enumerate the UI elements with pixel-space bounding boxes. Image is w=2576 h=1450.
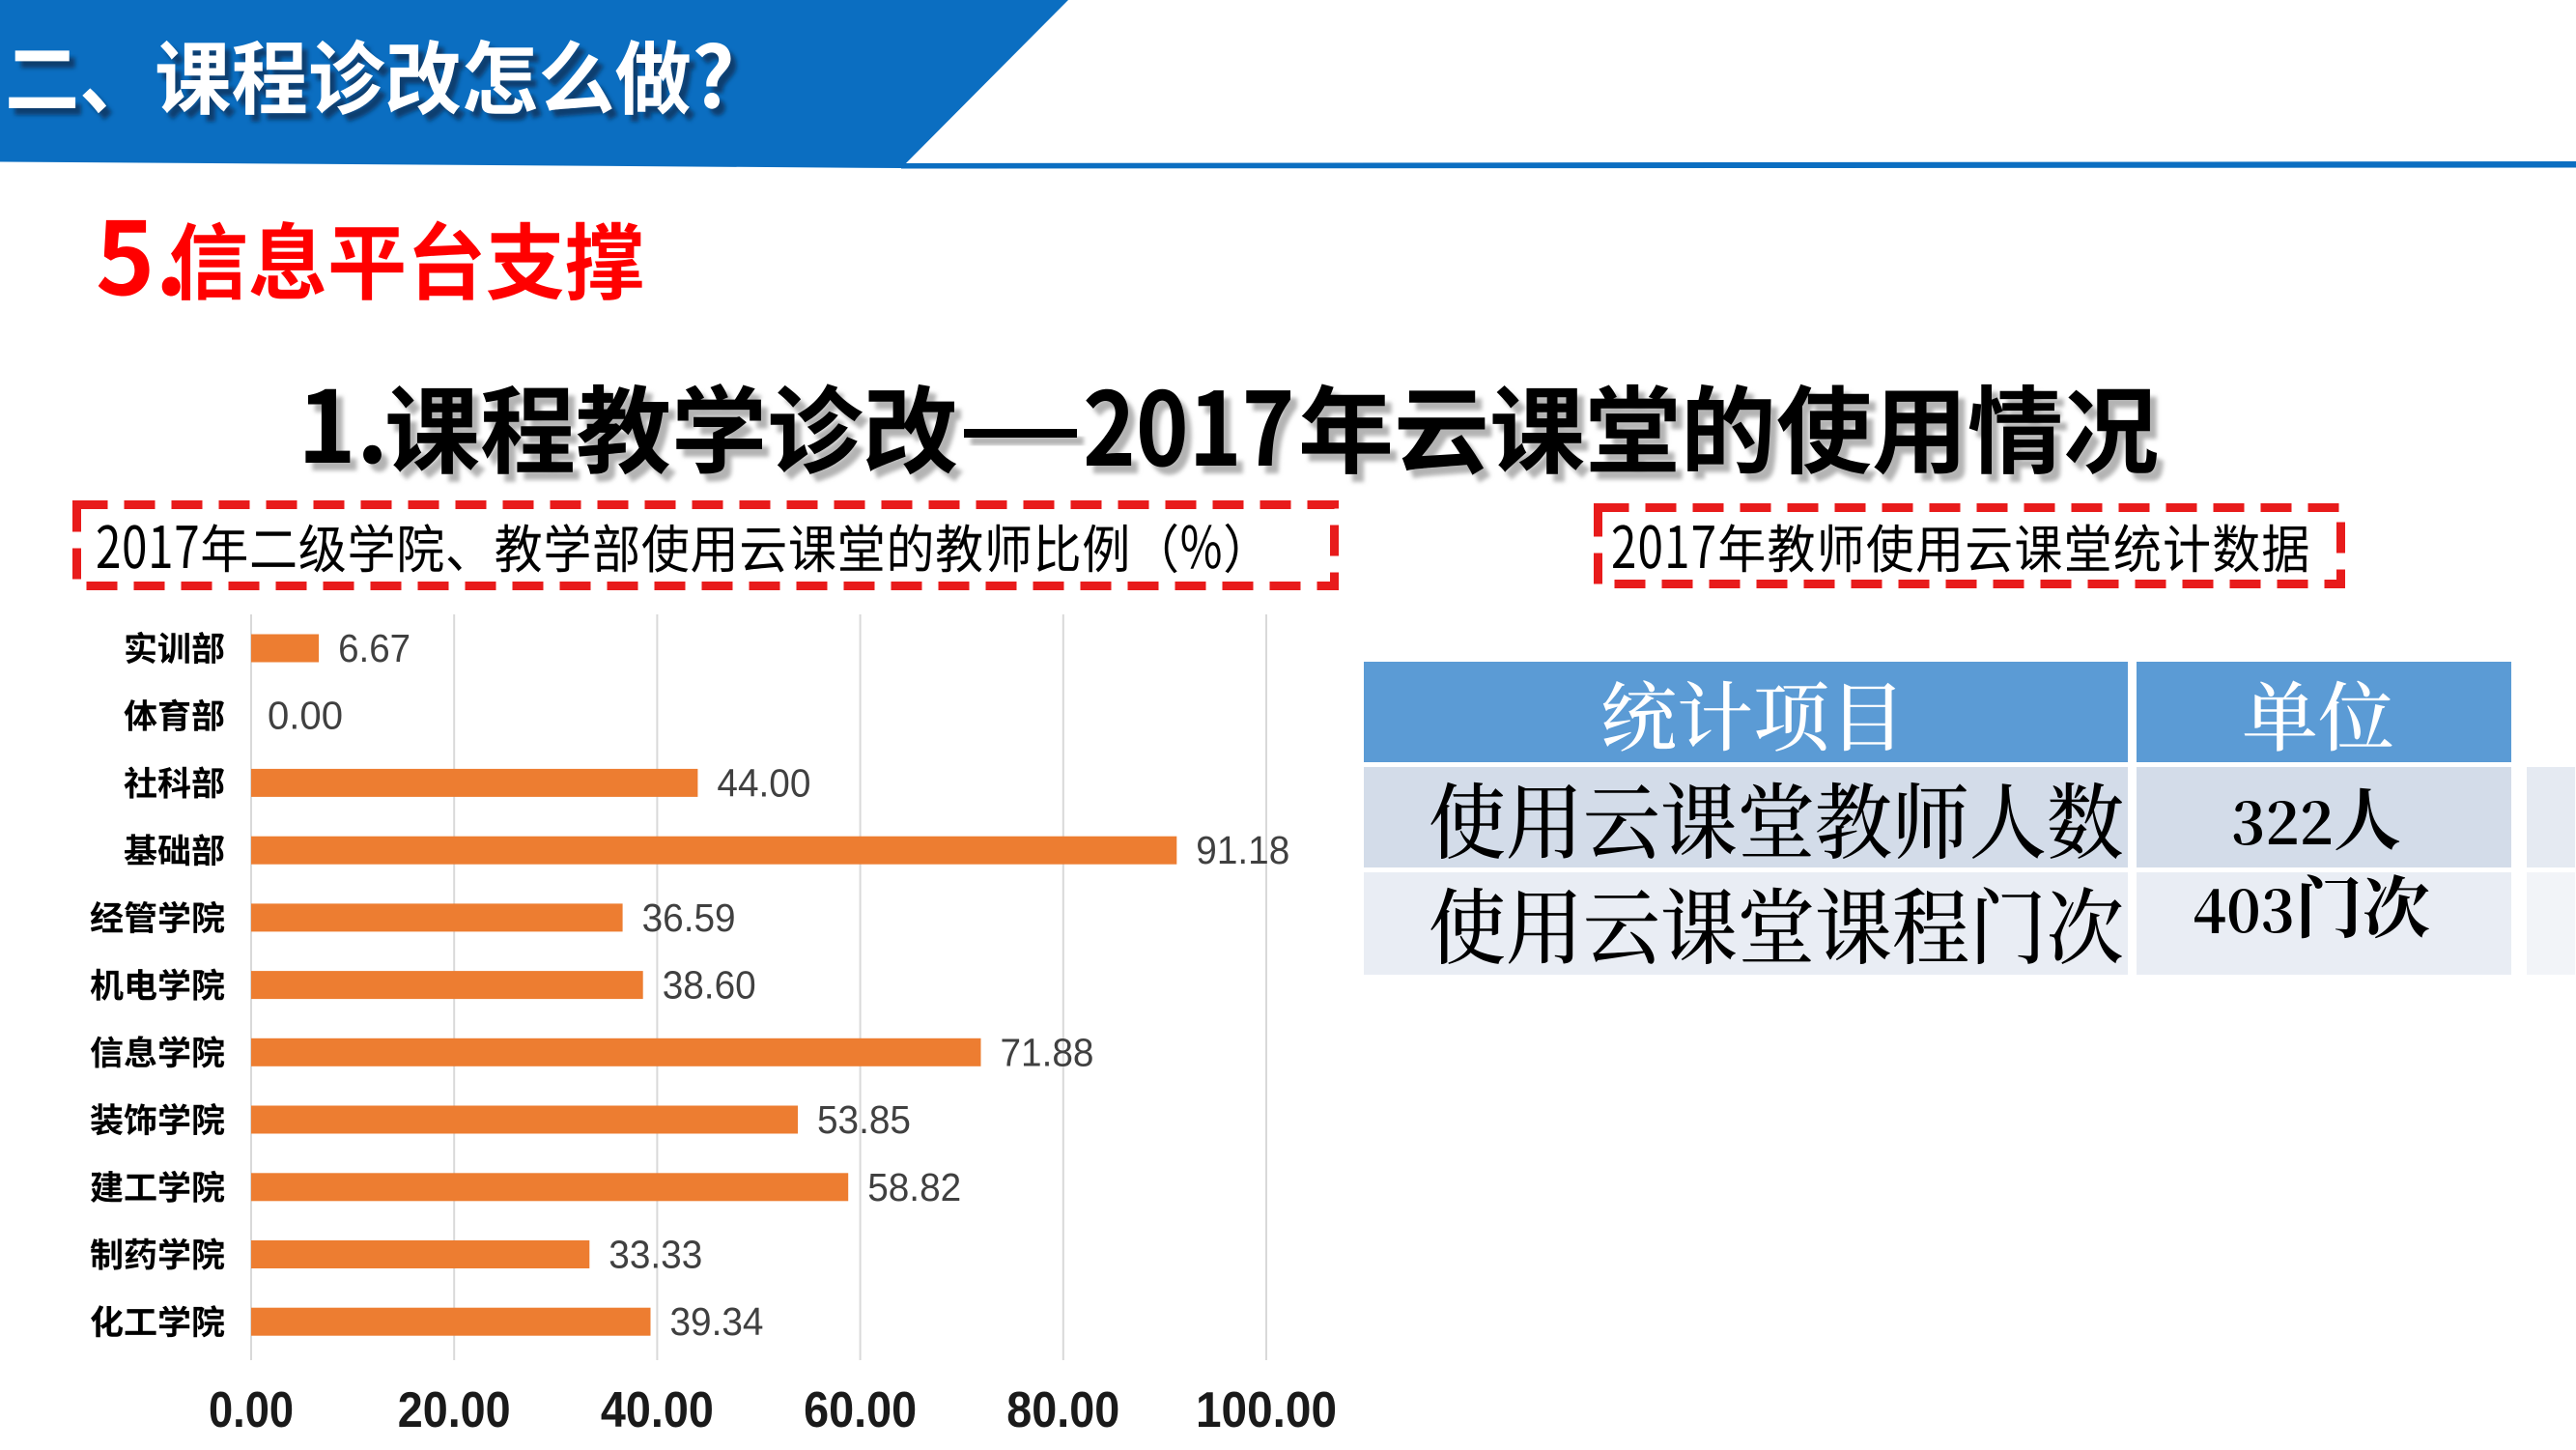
svg-text:36.59: 36.59 xyxy=(642,896,736,940)
svg-text:91.18: 91.18 xyxy=(1196,828,1289,872)
svg-text:38.60: 38.60 xyxy=(663,963,756,1008)
svg-text:80.00: 80.00 xyxy=(1006,1382,1119,1438)
svg-text:44.00: 44.00 xyxy=(717,760,810,805)
svg-text:60.00: 60.00 xyxy=(804,1382,917,1438)
svg-text:71.88: 71.88 xyxy=(1001,1030,1094,1074)
svg-text:0.00: 0.00 xyxy=(209,1382,294,1438)
svg-text:40.00: 40.00 xyxy=(601,1382,714,1438)
svg-text:53.85: 53.85 xyxy=(817,1097,911,1142)
svg-text:39.34: 39.34 xyxy=(670,1299,764,1344)
svg-text:20.00: 20.00 xyxy=(398,1382,511,1438)
svg-text:58.82: 58.82 xyxy=(867,1165,961,1209)
svg-text:100.00: 100.00 xyxy=(1196,1382,1337,1438)
svg-text:0.00: 0.00 xyxy=(268,694,343,738)
svg-text:33.33: 33.33 xyxy=(609,1233,702,1277)
svg-text:6.67: 6.67 xyxy=(338,626,410,670)
